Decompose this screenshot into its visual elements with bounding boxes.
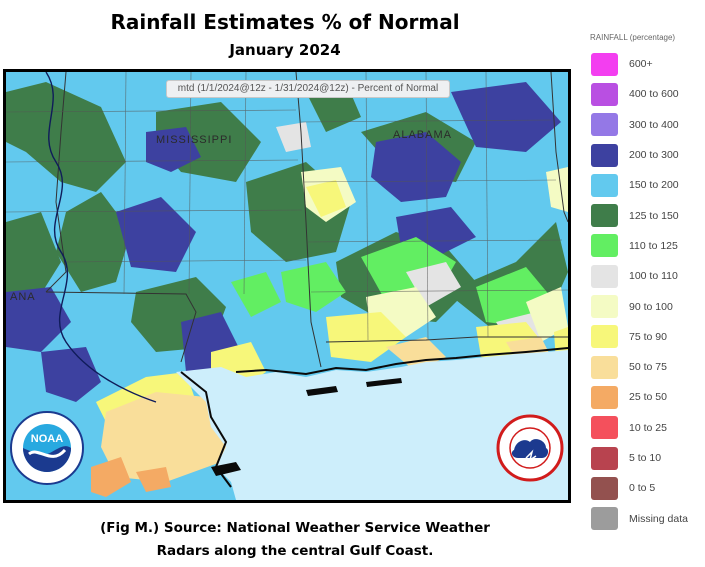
rainfall-map: mtd (1/1/2024@12z - 1/31/2024@12z) - Per… bbox=[3, 69, 571, 503]
legend-swatch bbox=[591, 295, 618, 319]
legend-item: 150 to 200 bbox=[584, 170, 704, 200]
legend-item: 110 to 125 bbox=[584, 231, 704, 261]
legend-swatch bbox=[591, 507, 618, 531]
legend-label: 125 to 150 bbox=[629, 209, 679, 222]
chart-title: Rainfall Estimates % of Normal bbox=[110, 10, 460, 34]
county-lines bbox=[6, 72, 568, 341]
noaa-badge-text: NOAA bbox=[31, 433, 63, 445]
legend-swatch bbox=[591, 385, 618, 409]
map-canvas bbox=[6, 72, 568, 500]
legend-label: 200 to 300 bbox=[629, 149, 679, 162]
legend-item: Missing data bbox=[584, 503, 704, 533]
legend-item: 100 to 110 bbox=[584, 261, 704, 291]
chart-subtitle: January 2024 bbox=[229, 41, 341, 59]
legend-swatch bbox=[591, 355, 618, 379]
legend-item: 300 to 400 bbox=[584, 110, 704, 140]
legend-items: 600+ 400 to 600 300 to 400 200 to 300 150 to… bbox=[584, 49, 704, 534]
legend-item: 125 to 150 bbox=[584, 200, 704, 230]
legend-item: 400 to 600 bbox=[584, 79, 704, 109]
noaa-logo: NOAA bbox=[10, 411, 84, 485]
nws-logo bbox=[496, 414, 564, 482]
legend-title: RAINFALL (percentage) bbox=[590, 33, 676, 42]
legend-swatch bbox=[591, 82, 618, 106]
state-label-alabama: ALABAMA bbox=[393, 129, 452, 141]
legend-label: 25 to 50 bbox=[629, 391, 667, 404]
caption-line-1: (Fig M.) Source: National Weather Servic… bbox=[100, 520, 490, 536]
legend-label: 110 to 125 bbox=[629, 239, 678, 252]
legend-label: 5 to 10 bbox=[629, 452, 662, 464]
legend-swatch bbox=[591, 173, 618, 197]
legend-swatch bbox=[591, 446, 618, 470]
legend-item: 50 to 75 bbox=[584, 352, 704, 382]
legend-item: 5 to 10 bbox=[584, 443, 704, 473]
rainfall-legend: RAINFALL (percentage) 600+ 400 to 600 300 … bbox=[584, 33, 704, 534]
legend-item: 90 to 100 bbox=[584, 291, 704, 321]
state-borders bbox=[45, 72, 568, 368]
legend-label: 75 to 90 bbox=[629, 330, 667, 343]
purple-200-300-regions bbox=[6, 82, 561, 402]
legend-item: 10 to 25 bbox=[584, 413, 704, 443]
legend-label: 400 to 600 bbox=[629, 88, 679, 101]
gulf-of-mexico bbox=[176, 350, 568, 500]
coastal-islands bbox=[211, 378, 402, 476]
caption-line-2: Radars along the central Gulf Coast. bbox=[156, 543, 434, 559]
legend-label: 0 to 5 bbox=[629, 482, 656, 495]
legend-label: 10 to 25 bbox=[629, 421, 667, 434]
state-label-mississippi: MISSISSIPPI bbox=[156, 134, 233, 146]
legend-item: 75 to 90 bbox=[584, 322, 704, 352]
legend-item: 0 to 5 bbox=[584, 473, 704, 503]
legend-item: 600+ bbox=[584, 49, 704, 79]
orange-25-50-regions bbox=[91, 457, 171, 497]
state-label-louisiana: ANA bbox=[10, 291, 36, 303]
legend-swatch bbox=[591, 52, 618, 76]
legend-swatch bbox=[591, 234, 618, 258]
legend-swatch bbox=[591, 113, 618, 137]
legend-label: 50 to 75 bbox=[629, 361, 667, 374]
legend-label: 600+ bbox=[629, 58, 653, 71]
legend-swatch bbox=[591, 416, 618, 440]
mississippi-river bbox=[45, 72, 157, 403]
figure-caption: (Fig M.) Source: National Weather Servic… bbox=[0, 517, 590, 563]
legend-item: 25 to 50 bbox=[584, 382, 704, 412]
legend-swatch bbox=[591, 325, 618, 349]
legend-label: 90 to 100 bbox=[629, 300, 673, 313]
legend-label: Missing data bbox=[629, 512, 688, 525]
legend-swatch bbox=[591, 204, 618, 228]
legend-swatch bbox=[591, 143, 618, 167]
legend-label: 100 to 110 bbox=[629, 270, 678, 283]
legend-swatch bbox=[591, 264, 618, 288]
legend-item: 200 to 300 bbox=[584, 140, 704, 170]
legend-label: 300 to 400 bbox=[629, 118, 679, 131]
map-date-range-header: mtd (1/1/2024@12z - 1/31/2024@12z) - Per… bbox=[166, 80, 450, 98]
legend-label: 150 to 200 bbox=[629, 179, 679, 192]
legend-swatch bbox=[591, 476, 618, 500]
